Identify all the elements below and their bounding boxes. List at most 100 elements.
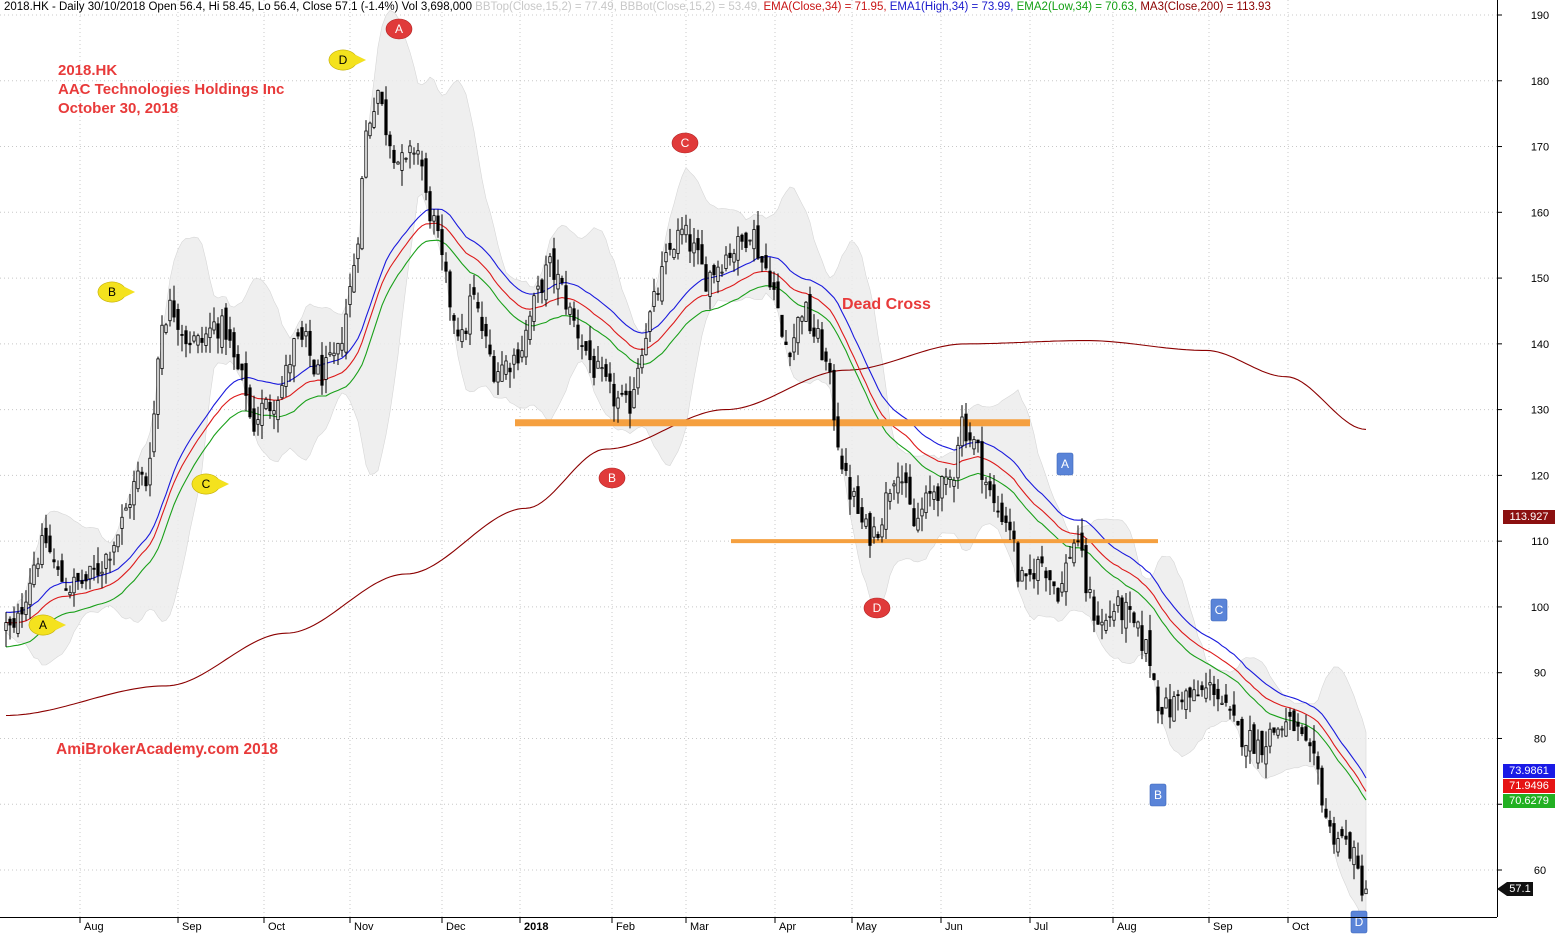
candle-body: [800, 316, 804, 322]
x-tick-label: Apr: [779, 921, 796, 933]
candle-body: [1104, 619, 1108, 631]
candles: [4, 86, 1368, 902]
candle-body: [964, 413, 968, 442]
marker-label: A: [1061, 457, 1069, 471]
candle-body: [328, 352, 332, 356]
candle-body: [676, 229, 680, 254]
x-tick-label: Jun: [945, 921, 963, 933]
candle-body: [468, 295, 472, 335]
candle-body: [668, 242, 672, 250]
close-price-pointer: [1497, 882, 1507, 896]
y-tick-label: 180: [1531, 76, 1549, 88]
candle-body: [416, 150, 420, 155]
candle-body: [1172, 696, 1176, 722]
candle-body: [1176, 694, 1180, 697]
pattern-marker-d: D: [328, 49, 366, 71]
candle-body: [376, 89, 380, 104]
candle-body: [196, 335, 200, 346]
candle-body: [780, 314, 784, 337]
candle-body: [464, 330, 468, 335]
ma3-price-tag: 113.927: [1503, 510, 1555, 524]
candle-body: [844, 462, 848, 471]
candle-body: [696, 238, 700, 251]
candle-body: [1288, 711, 1292, 717]
candle-body: [1064, 562, 1068, 593]
candle-body: [1092, 596, 1096, 621]
candle-body: [268, 402, 272, 412]
candle-body: [728, 252, 732, 258]
y-tick-label: 130: [1531, 405, 1549, 417]
candle-body: [116, 534, 120, 548]
candle-body: [488, 344, 492, 355]
candle-body: [584, 341, 588, 351]
candle-body: [1312, 740, 1316, 754]
candle-body: [680, 228, 684, 236]
dead-cross-label: Dead Cross: [842, 296, 931, 313]
candle-body: [112, 545, 116, 553]
candle-body: [1108, 615, 1112, 618]
pattern-markers: A B C D A B C D A B C D: [28, 18, 1368, 934]
candle-body: [1040, 556, 1044, 564]
y-tick-label: 110: [1531, 536, 1549, 548]
marker-pointer: [353, 54, 366, 66]
candle-body: [324, 357, 328, 380]
candle-body: [552, 248, 556, 280]
candle-body: [216, 323, 220, 339]
candle-body: [176, 309, 180, 330]
candle-body: [1304, 726, 1308, 741]
candle-body: [392, 149, 396, 163]
candle-body: [904, 472, 908, 484]
candle-body: [1156, 686, 1160, 712]
candle-body: [1112, 610, 1116, 621]
candle-body: [380, 91, 384, 105]
symbol-info: 2018.HK - Daily 30/10/2018 Open 56.4, Hi…: [4, 1, 472, 13]
candle-body: [524, 329, 528, 358]
marker-shape: [598, 467, 626, 489]
candle-body: [1116, 596, 1120, 606]
candle-body: [160, 324, 164, 370]
candle-body: [832, 369, 836, 421]
candle-body: [340, 342, 344, 351]
candle-body: [96, 563, 100, 576]
candle-body: [412, 152, 416, 155]
candle-body: [1184, 690, 1188, 711]
candle-body: [388, 134, 392, 147]
marker-label: A: [395, 22, 403, 36]
candle-body: [604, 364, 608, 377]
candle-body: [492, 356, 496, 382]
candle-body: [888, 492, 892, 502]
ticker-label: 2018.HK: [58, 62, 118, 79]
candle-body: [1272, 727, 1276, 733]
candle-body: [932, 491, 936, 500]
candle-body: [1212, 683, 1216, 696]
candle-body: [1280, 728, 1284, 731]
candle-body: [748, 239, 752, 242]
ema2-price-tag: 70.6279: [1503, 794, 1555, 808]
watermark-label: AmiBrokerAcademy.com 2018: [56, 741, 278, 758]
candle-body: [288, 363, 292, 374]
candle-body: [620, 392, 624, 395]
candle-body: [1144, 639, 1148, 654]
ema-price-tag: 71.9496: [1503, 779, 1555, 793]
pattern-marker-c: C: [191, 473, 229, 495]
candle-body: [292, 338, 296, 367]
x-tick-label: Mar: [690, 921, 709, 933]
x-tick-label: Dec: [446, 921, 466, 933]
candle-body: [12, 618, 16, 628]
candle-body: [260, 402, 264, 426]
candle-body: [544, 264, 548, 301]
candle-body: [784, 341, 788, 345]
candle-body: [568, 306, 572, 315]
candle-body: [576, 324, 580, 339]
candle-body: [1316, 756, 1320, 770]
candle-body: [1084, 545, 1088, 594]
candle-body: [1140, 625, 1144, 651]
candle-body: [16, 612, 20, 634]
candle-body: [440, 229, 444, 256]
candle-body: [1072, 542, 1076, 564]
candle-body: [1300, 727, 1304, 735]
candle-body: [1052, 581, 1056, 587]
candle-body: [928, 490, 932, 494]
y-tick-label: 150: [1531, 273, 1549, 285]
candle-body: [420, 159, 424, 167]
